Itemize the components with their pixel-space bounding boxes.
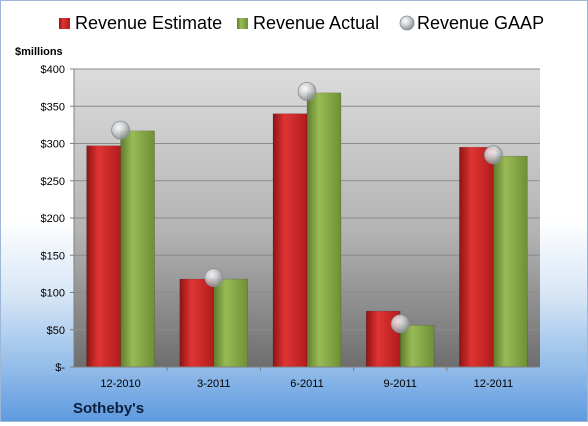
legend-label: Revenue GAAP (417, 13, 544, 33)
y-tick-label: $50 (47, 325, 65, 337)
y-tick-label: $250 (41, 176, 65, 188)
y-tick-label: $350 (41, 101, 65, 113)
marker-gaap (111, 120, 130, 140)
legend: Revenue Estimate Revenue Actual Revenue GA… (59, 13, 544, 33)
legend-label: Revenue Estimate (75, 13, 222, 33)
bar-actual (306, 92, 342, 368)
y-axis-label: $millions (15, 46, 63, 58)
y-tick-label: $200 (41, 213, 65, 225)
legend-swatch (237, 18, 248, 29)
bar-estimate (86, 145, 121, 368)
bar-actual (493, 155, 528, 368)
y-tick-label: $150 (41, 250, 65, 262)
legend-item: Revenue GAAP (399, 13, 544, 33)
legend-item: Revenue Actual (237, 13, 379, 33)
legend-swatch (399, 15, 415, 31)
y-tick-label: $300 (41, 139, 65, 151)
x-tick-label: 3-2011 (197, 378, 230, 390)
chart-title: Sotheby's (73, 400, 144, 417)
legend-swatch (59, 18, 70, 29)
y-tick-label: $- (55, 362, 65, 374)
bars (86, 92, 528, 368)
x-tick-label: 6-2011 (290, 378, 323, 390)
marker-gaap (204, 268, 224, 288)
legend-label: Revenue Actual (253, 13, 379, 33)
bar-actual (399, 325, 435, 368)
x-tick-label: 9-2011 (383, 378, 416, 390)
x-tick-label: 12-2010 (100, 378, 140, 390)
bar-estimate (272, 113, 308, 368)
bar-actual (120, 130, 155, 368)
y-tick-label: $400 (41, 64, 65, 76)
marker-gaap (483, 145, 503, 165)
markers (111, 81, 503, 334)
bar-actual (213, 278, 249, 368)
axes: $- $50 $100 $150 $200 $250 $300 $350 $400 12-2010… (41, 64, 540, 390)
bar-estimate (179, 278, 215, 368)
marker-gaap (297, 81, 317, 101)
x-tick-label: 12-2011 (474, 378, 514, 390)
marker-gaap (390, 314, 410, 334)
bar-estimate (459, 146, 494, 368)
legend-item: Revenue Estimate (59, 13, 222, 33)
y-tick-label: $100 (41, 288, 65, 300)
